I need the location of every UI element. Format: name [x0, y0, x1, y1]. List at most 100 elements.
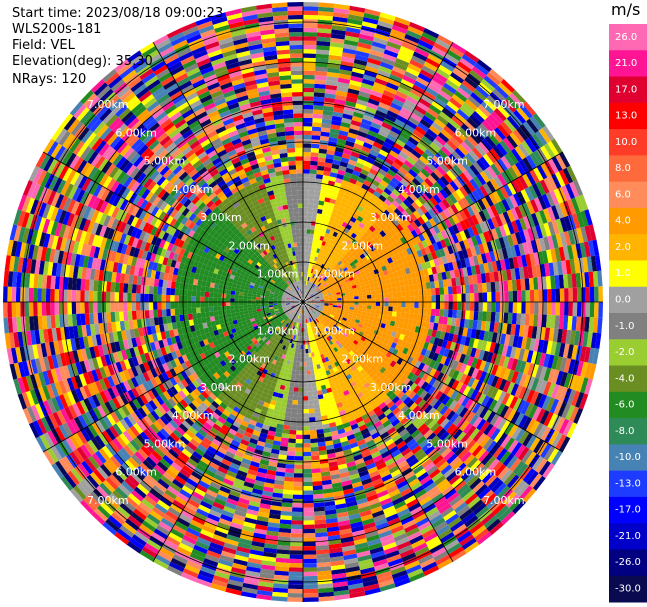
- gate-cell: [328, 270, 334, 275]
- gate-cell: [526, 118, 539, 134]
- gate-cell: [479, 171, 490, 183]
- gate-cell: [349, 177, 358, 185]
- gate-cell: [371, 222, 379, 230]
- gate-cell: [320, 244, 325, 250]
- gate-cell: [296, 417, 303, 422]
- gate-cell: [329, 172, 338, 178]
- gate-cell: [443, 125, 455, 137]
- gate-cell: [320, 286, 325, 291]
- gate-cell: [335, 258, 341, 264]
- gate-cell: [315, 276, 320, 281]
- gate-cell: [373, 175, 383, 184]
- gate-cell: [308, 292, 313, 296]
- gate-cell: [400, 236, 407, 245]
- gate-cell: [306, 233, 311, 239]
- gate-cell: [315, 58, 329, 64]
- gate-cell: [405, 296, 411, 302]
- gate-cell: [378, 101, 391, 111]
- gate-cell: [457, 302, 462, 311]
- gate-cell: [303, 139, 312, 144]
- gate-cell: [303, 254, 306, 260]
- gate-cell: [395, 57, 410, 68]
- gate-cell: [529, 115, 543, 131]
- gate-cell: [314, 519, 327, 525]
- gate-cell: [415, 125, 427, 136]
- gate-cell: [295, 365, 300, 371]
- gate-cell: [306, 285, 310, 290]
- gate-cell: [316, 32, 332, 38]
- gate-cell: [399, 221, 408, 229]
- gate-cell: [327, 233, 333, 240]
- gate-cell: [420, 94, 434, 105]
- gate-cell: [510, 112, 523, 127]
- gate-cell: [308, 195, 315, 200]
- gate-cell: [460, 123, 473, 136]
- gate-cell: [341, 264, 347, 270]
- gate-cell: [551, 302, 556, 316]
- gate-cell: [358, 153, 368, 162]
- gate-cell: [354, 241, 361, 248]
- gate-cell: [303, 242, 307, 247]
- gate-cell: [328, 276, 333, 281]
- gate-cell: [375, 172, 385, 180]
- gate-cell: [346, 251, 352, 257]
- gate-cell: [388, 106, 401, 115]
- gate-cell: [313, 502, 325, 508]
- gate-cell: [401, 307, 406, 313]
- gate-cell: [314, 286, 319, 290]
- gate-cell: [303, 27, 318, 33]
- gate-cell: [325, 215, 331, 221]
- gate-cell: [389, 229, 397, 237]
- gate-cell: [392, 65, 406, 75]
- gate-cell: [303, 122, 313, 127]
- gate-cell: [474, 302, 479, 312]
- gate-cell: [448, 118, 461, 131]
- gate-cell: [519, 104, 533, 119]
- gate-cell: [300, 349, 303, 354]
- gate-cell: [475, 126, 488, 139]
- gate-cell: [303, 284, 305, 290]
- gate-cell: [311, 288, 315, 293]
- gate-cell: [308, 286, 311, 291]
- gate-cell: [397, 86, 411, 96]
- gate-cell: [397, 182, 407, 191]
- gate-cell: [303, 451, 312, 457]
- gate-cell: [313, 234, 318, 240]
- gate-cell: [318, 2, 335, 8]
- gate-cell: [369, 168, 378, 176]
- gate-cell: [307, 395, 314, 401]
- gate-cell: [326, 188, 333, 195]
- gate-cell: [303, 366, 307, 371]
- gate-cell: [396, 114, 408, 124]
- gate-cell: [304, 276, 306, 281]
- gate-cell: [309, 233, 314, 239]
- gate-cell: [358, 172, 368, 180]
- gate-cell: [443, 142, 455, 154]
- gate-cell: [373, 190, 382, 198]
- gate-cell: [339, 215, 346, 222]
- gate-cell: [313, 284, 317, 289]
- gate-cell: [303, 207, 308, 213]
- gate-cell: [326, 149, 336, 156]
- gate-cell: [318, 6, 334, 13]
- gate-cell: [404, 207, 413, 216]
- gate-cell: [311, 264, 315, 270]
- gate-cell: [408, 313, 414, 320]
- gate-cell: [522, 121, 536, 136]
- gate-cell: [340, 257, 346, 263]
- gate-cell: [365, 157, 375, 165]
- gate-cell: [386, 184, 395, 193]
- gate-cell: [500, 79, 516, 93]
- gate-cell: [291, 520, 303, 525]
- gate-cell: [358, 302, 363, 306]
- gate-cell: [448, 153, 460, 165]
- gate-cell: [305, 295, 309, 299]
- gate-cell: [503, 280, 509, 292]
- gate-cell: [311, 386, 318, 392]
- gate-cell: [338, 249, 344, 256]
- gate-cell: [366, 294, 372, 299]
- gate-cell: [497, 124, 510, 138]
- gate-cell: [327, 268, 332, 274]
- gate-cell: [426, 288, 432, 296]
- gate-cell: [303, 374, 308, 380]
